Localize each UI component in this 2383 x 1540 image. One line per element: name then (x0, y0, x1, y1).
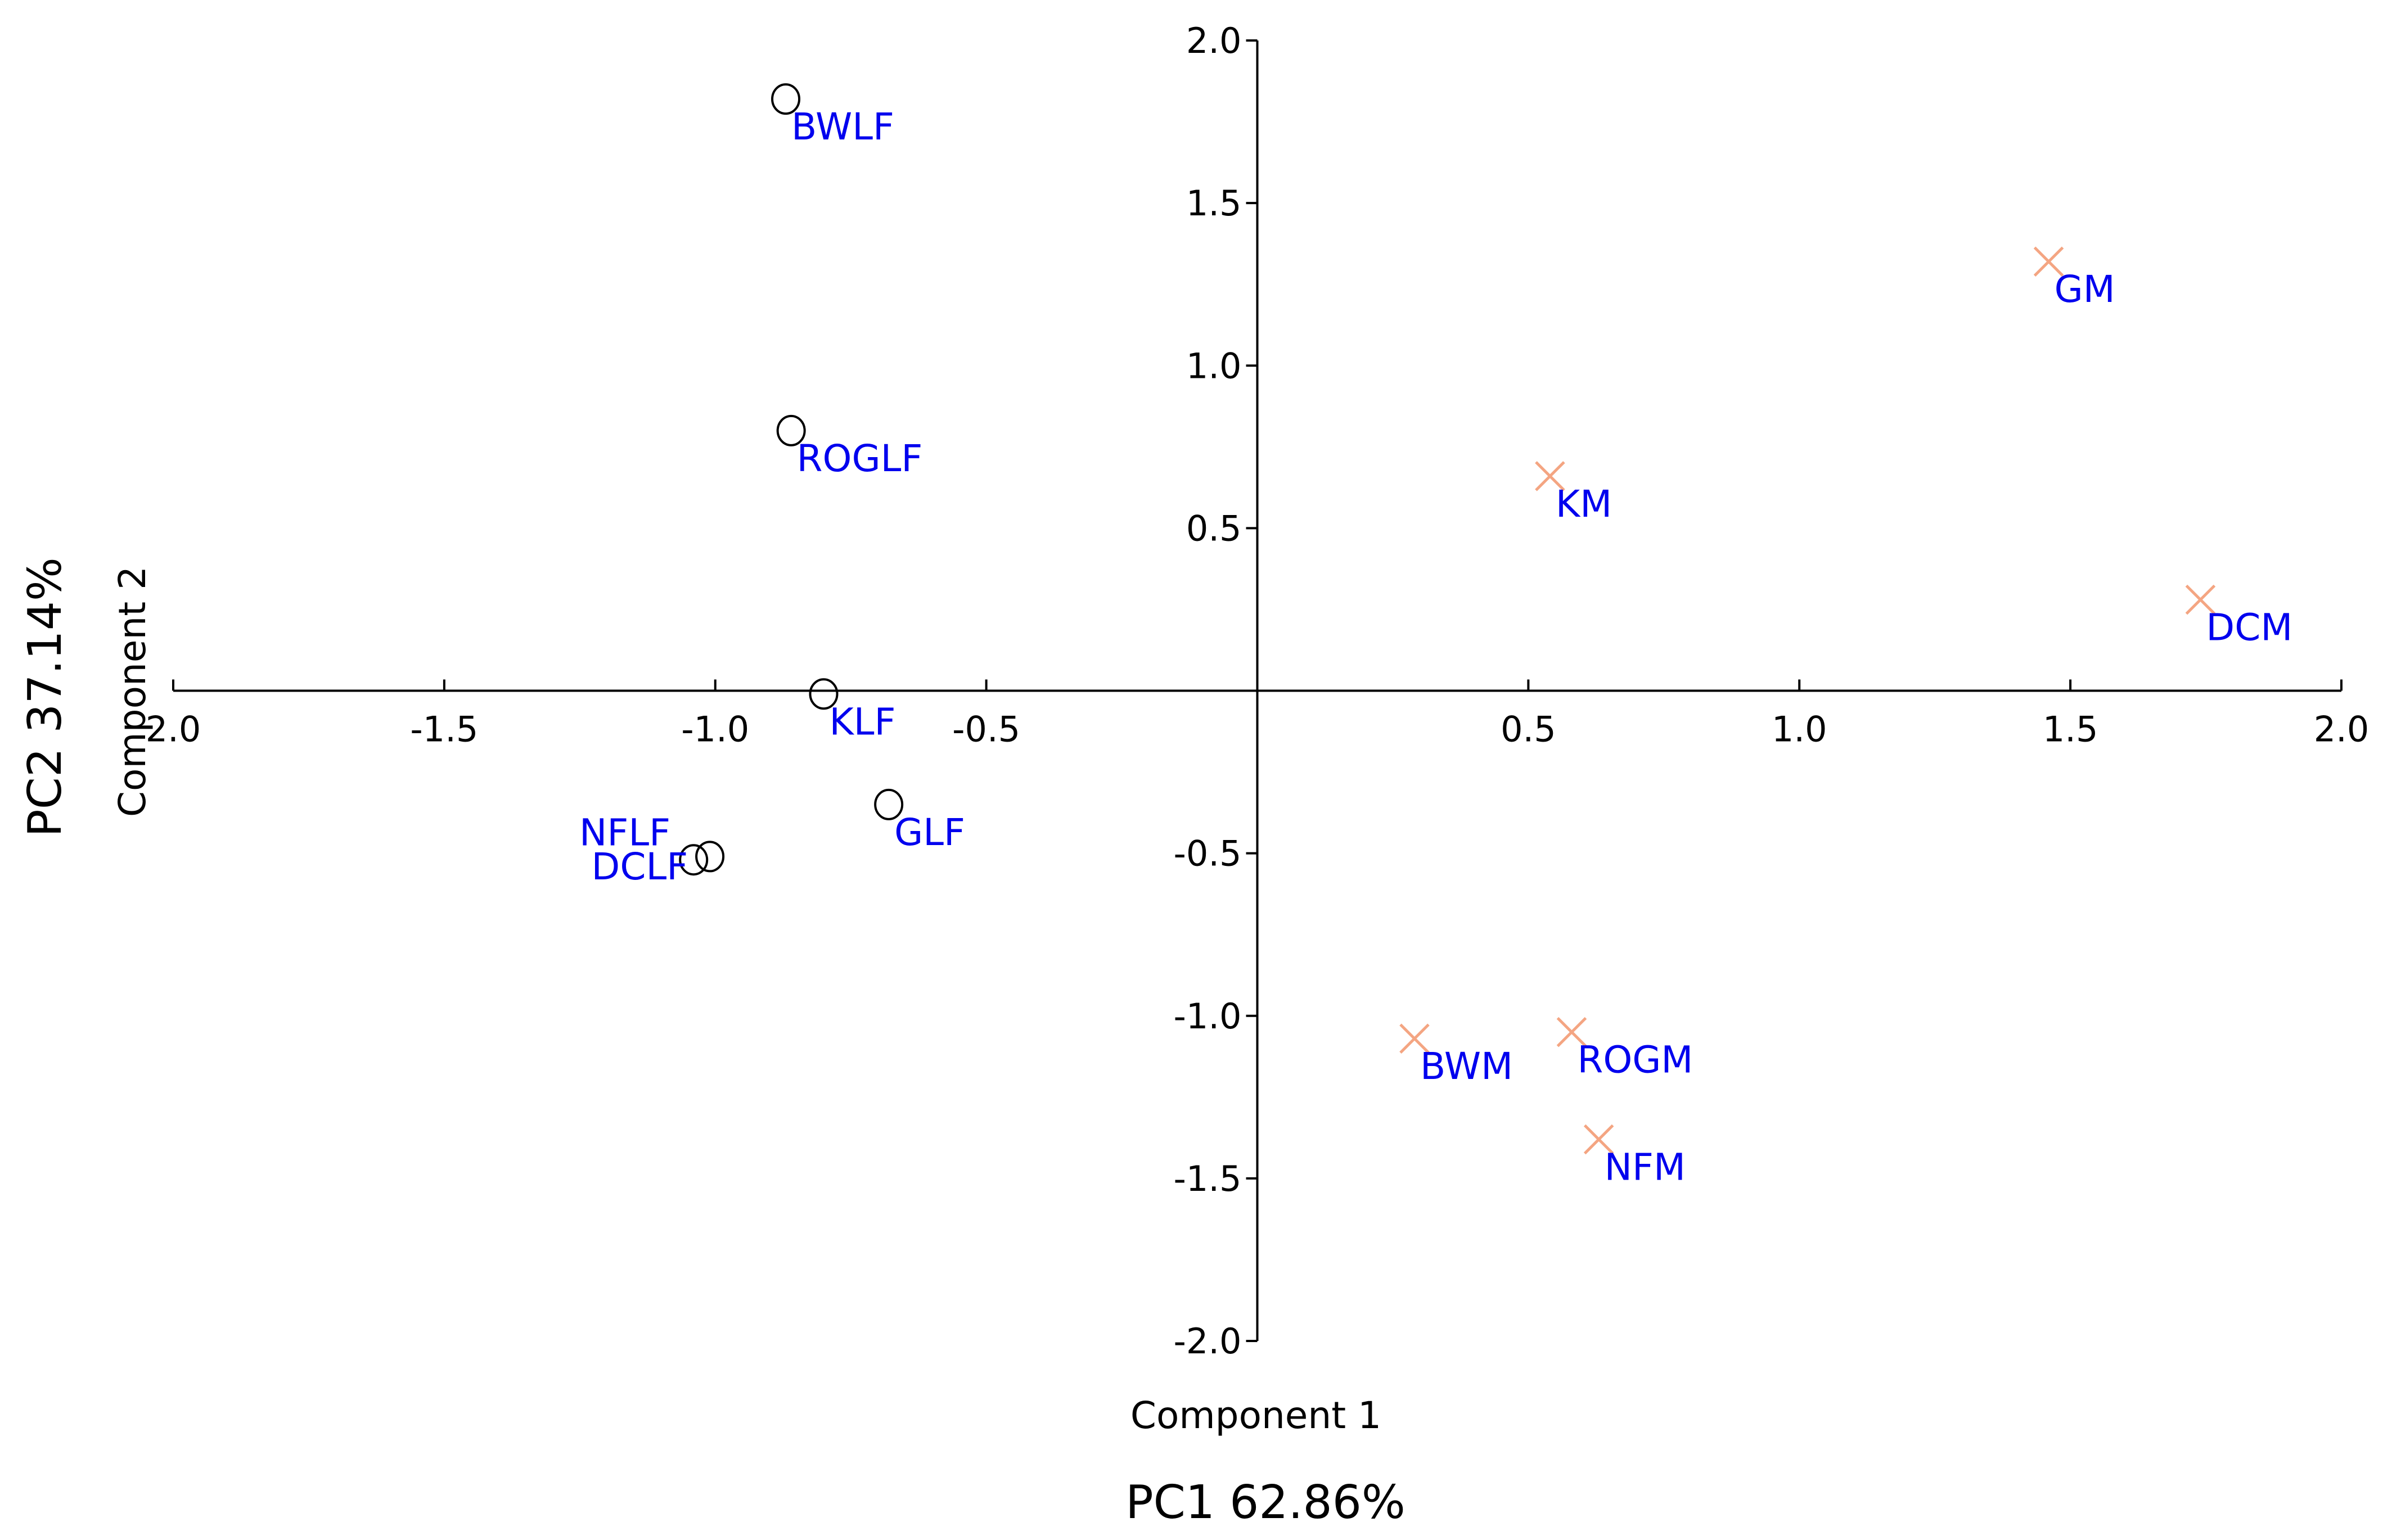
y-tick-label: 0.5 (1186, 508, 1242, 549)
axes (173, 40, 2341, 1341)
point-dclf (679, 844, 709, 876)
point-bwm (1399, 1023, 1430, 1054)
point-nflf (695, 841, 725, 873)
y-tick-label: -0.5 (1174, 833, 1242, 874)
x-tick-label: -1.0 (681, 709, 749, 750)
y-tick-label: -1.0 (1174, 996, 1242, 1037)
point-label-nflf: NFLF (579, 811, 670, 854)
point-roglf (776, 414, 806, 446)
point-gm (2033, 246, 2064, 277)
point-label-km: KM (1556, 482, 1612, 526)
point-label-rogm: ROGM (1577, 1038, 1693, 1082)
y-tick-label: 1.5 (1186, 183, 1242, 224)
point-label-klf: KLF (830, 700, 896, 743)
point-km (1535, 461, 1565, 491)
x-tick-label: 1.5 (2043, 709, 2098, 750)
point-label-bwlf: BWLF (791, 105, 894, 148)
point-label-glf: GLF (894, 811, 965, 854)
point-label-dcm: DCM (2206, 606, 2292, 649)
x-tick-label: 2.0 (2314, 709, 2370, 750)
data-points (679, 83, 2216, 1155)
point-klf (809, 678, 839, 710)
point-label-dclf: DCLF (592, 845, 688, 888)
point-rogm (1556, 1017, 1587, 1047)
point-label-gm: GM (2055, 268, 2115, 311)
point-label-nfm: NFM (1605, 1145, 1686, 1189)
point-nfm (1583, 1124, 1614, 1155)
point-dcm (2185, 584, 2216, 615)
x-tick-label: 0.5 (1501, 709, 1556, 750)
ticks: 2.0 -1.5 -1.0 -0.5 0.5 1.0 1.5 2.0 2.0 1.5 1.0 0.5 -… (146, 20, 2370, 1362)
point-label-roglf: ROGLF (797, 437, 923, 480)
point-glf (874, 788, 904, 820)
x-tick-label: -1.5 (410, 709, 478, 750)
pc1-label: PC1 62.86% (1125, 1476, 1406, 1529)
point-label-bwm: BWM (1420, 1045, 1513, 1088)
x-axis-label: Component 1 (1130, 1394, 1381, 1437)
y-axis-label: Component 2 (111, 566, 154, 817)
x-tick-label: 1.0 (1772, 709, 1827, 750)
pc2-label: PC2 37.14% (19, 557, 72, 837)
y-tick-label: -2.0 (1174, 1321, 1242, 1362)
y-tick-label: 2.0 (1186, 20, 1242, 61)
y-tick-label: 1.0 (1186, 345, 1242, 386)
y-tick-label: -1.5 (1174, 1158, 1242, 1199)
x-tick-label: 2.0 (146, 709, 201, 750)
point-bwlf (771, 83, 801, 115)
x-tick-label: -0.5 (952, 709, 1020, 750)
